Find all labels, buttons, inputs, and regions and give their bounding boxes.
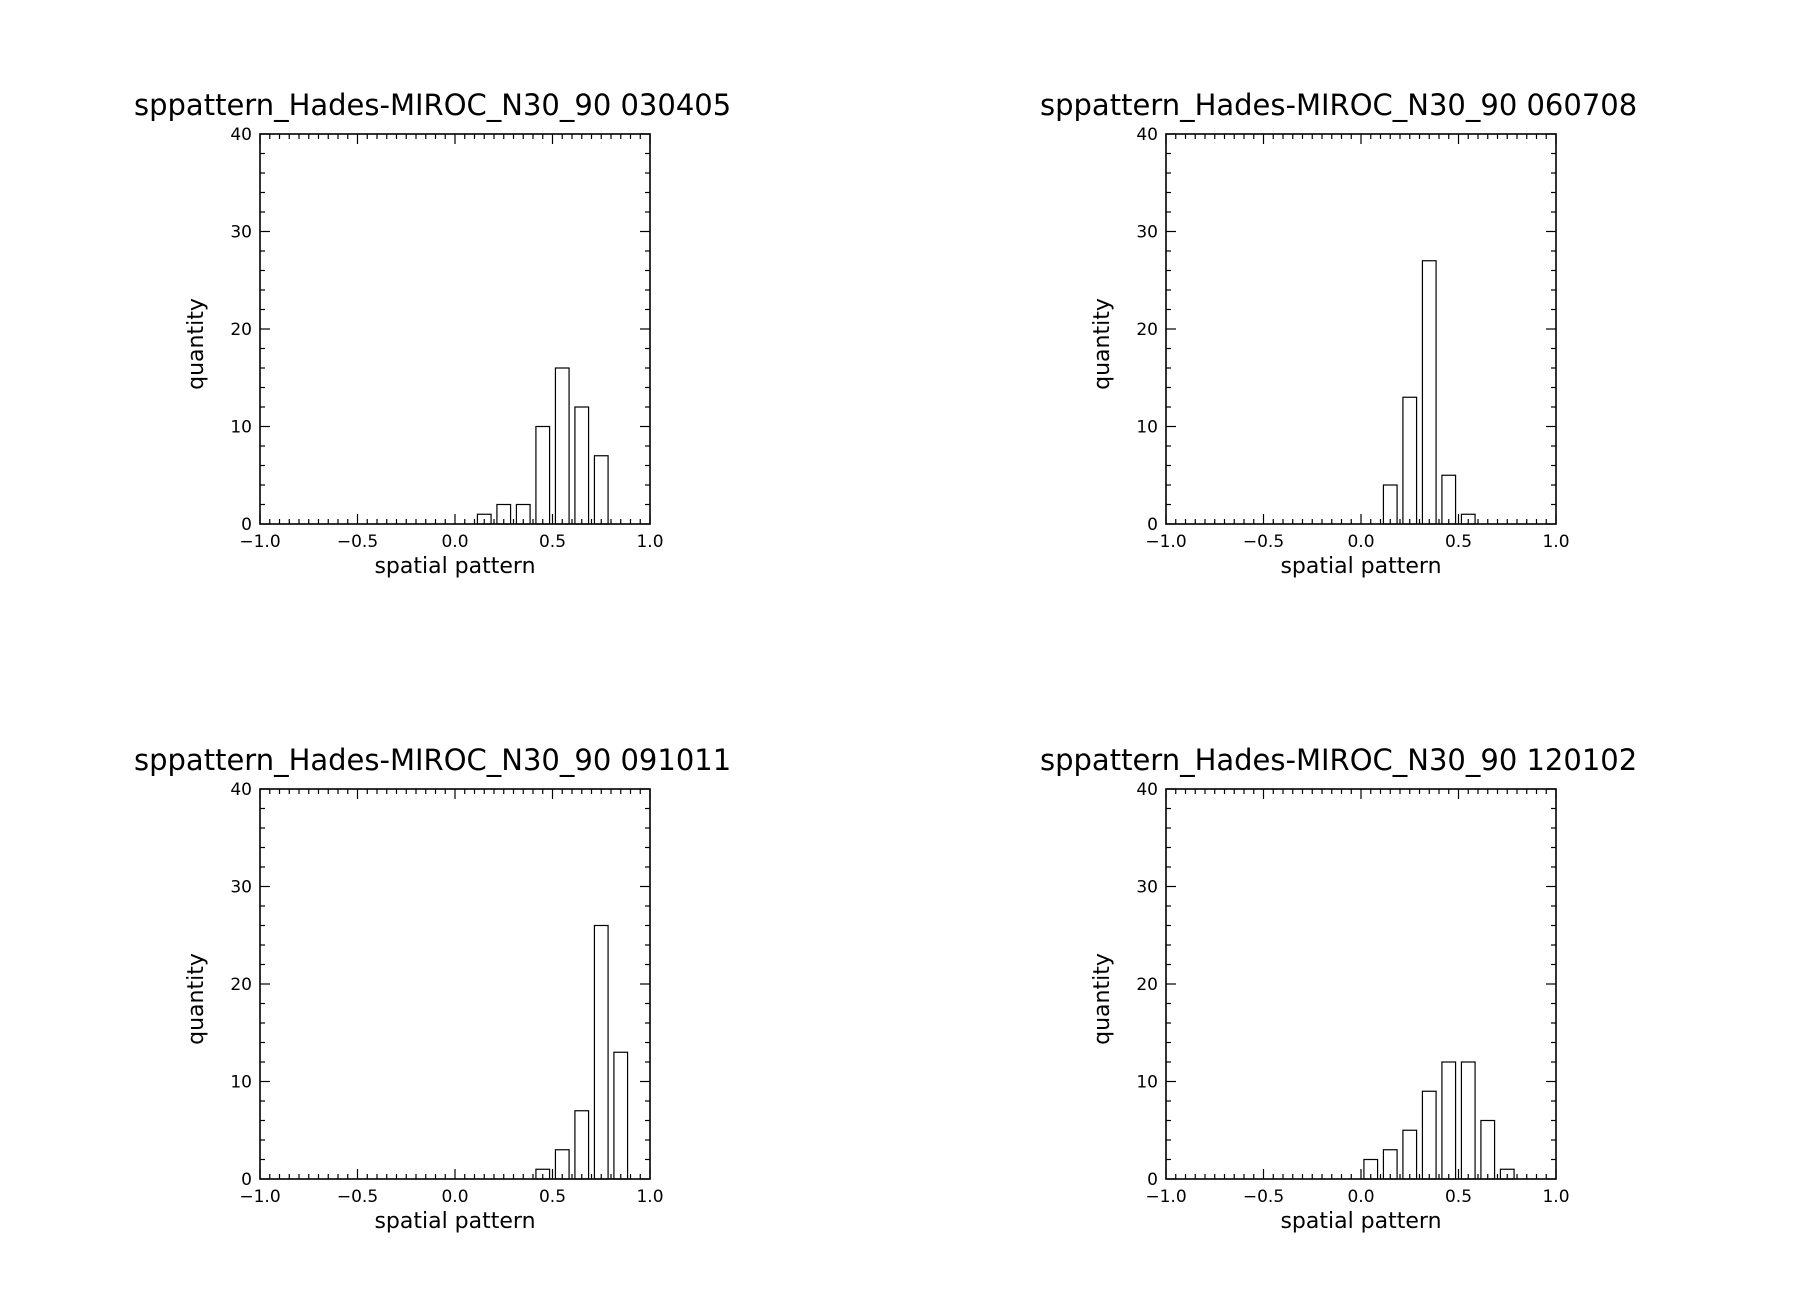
x-tick-label: 1.0 <box>636 532 663 552</box>
histogram-1: sppattern_Hades-MIROC_N30_90 030405 spat… <box>134 88 731 579</box>
x-axis-label: spatial pattern <box>374 554 535 579</box>
x-tick-label: 0.5 <box>1445 1187 1472 1207</box>
x-tick-label: 0.5 <box>539 1187 566 1207</box>
y-tick-label: 40 <box>230 125 252 145</box>
y-tick-label: 30 <box>1136 223 1158 243</box>
x-tick-label: −1.0 <box>1145 1187 1186 1207</box>
y-axis-label: quantity <box>184 953 209 1045</box>
chart-title: sppattern_Hades-MIROC_N30_90 030405 <box>134 88 731 122</box>
bars-group <box>1382 260 1476 525</box>
plot-frame <box>259 788 651 1180</box>
y-tick-label: 0 <box>241 1170 252 1190</box>
y-tick-label: 0 <box>1147 515 1158 535</box>
ticks-group: −1.0 −0.5 0.0 0.5 1.0 0 10 20 30 40 <box>1136 125 1569 552</box>
y-tick-label: 20 <box>1136 975 1158 995</box>
y-axis-label: quantity <box>184 298 209 390</box>
histogram-bar <box>593 924 609 1180</box>
y-tick-label: 20 <box>230 975 252 995</box>
histogram-panel-2: sppattern_Hades-MIROC_N30_90 060708 spat… <box>1036 80 1796 640</box>
histogram-bar <box>613 1051 629 1180</box>
histogram-3: sppattern_Hades-MIROC_N30_90 091011 spat… <box>134 743 731 1234</box>
y-tick-label: 40 <box>1136 125 1158 145</box>
histogram-panel-1: sppattern_Hades-MIROC_N30_90 030405 spat… <box>130 80 890 640</box>
x-tick-label: −0.5 <box>337 532 378 552</box>
histogram-bar <box>1402 1129 1418 1180</box>
histogram-bar <box>1421 1090 1437 1180</box>
histogram-bar <box>1480 1119 1496 1180</box>
y-tick-label: 0 <box>1147 1170 1158 1190</box>
x-tick-label: 0.5 <box>539 532 566 552</box>
y-axis-label: quantity <box>1090 953 1115 1045</box>
y-axis-label: quantity <box>1090 298 1115 390</box>
histogram-bar <box>1402 396 1418 525</box>
plot-frame <box>1165 133 1557 525</box>
y-tick-label: 10 <box>230 1073 252 1093</box>
histogram-bar <box>554 367 570 525</box>
x-tick-label: 1.0 <box>636 1187 663 1207</box>
x-tick-label: −1.0 <box>239 1187 280 1207</box>
histogram-2: sppattern_Hades-MIROC_N30_90 060708 spat… <box>1040 88 1637 579</box>
chart-title: sppattern_Hades-MIROC_N30_90 060708 <box>1040 88 1637 122</box>
y-tick-label: 20 <box>1136 320 1158 340</box>
ticks-group: −1.0 −0.5 0.0 0.5 1.0 0 10 20 30 40 <box>1136 780 1569 1207</box>
histogram-bar <box>1460 1061 1476 1180</box>
histogram-4: sppattern_Hades-MIROC_N30_90 120102 spat… <box>1040 743 1637 1234</box>
y-tick-label: 40 <box>230 780 252 800</box>
y-tick-label: 10 <box>1136 1073 1158 1093</box>
y-tick-label: 30 <box>230 878 252 898</box>
histogram-bar <box>574 1110 590 1180</box>
x-tick-label: −0.5 <box>1243 1187 1284 1207</box>
bars-group <box>1363 1061 1515 1180</box>
histogram-bar <box>1382 484 1398 525</box>
x-tick-label: 0.0 <box>441 1187 468 1207</box>
histogram-panel-4: sppattern_Hades-MIROC_N30_90 120102 spat… <box>1036 735 1796 1295</box>
x-tick-label: 1.0 <box>1542 1187 1569 1207</box>
bars-group <box>535 924 629 1180</box>
histogram-bar <box>1421 260 1437 525</box>
histogram-panel-3: sppattern_Hades-MIROC_N30_90 091011 spat… <box>130 735 890 1295</box>
y-tick-label: 20 <box>230 320 252 340</box>
x-tick-label: −1.0 <box>239 532 280 552</box>
x-tick-label: −0.5 <box>1243 532 1284 552</box>
x-axis-label: spatial pattern <box>1280 1209 1441 1234</box>
y-tick-label: 0 <box>241 515 252 535</box>
x-tick-label: 1.0 <box>1542 532 1569 552</box>
histogram-bar <box>1441 474 1457 525</box>
plot-frame <box>259 133 651 525</box>
x-tick-label: 0.0 <box>1347 1187 1374 1207</box>
y-tick-label: 30 <box>230 223 252 243</box>
x-tick-label: −0.5 <box>337 1187 378 1207</box>
x-axis-label: spatial pattern <box>1280 554 1441 579</box>
bars-group <box>476 367 609 525</box>
chart-title: sppattern_Hades-MIROC_N30_90 091011 <box>134 743 731 777</box>
histogram-bar <box>574 406 590 525</box>
x-tick-label: 0.0 <box>1347 532 1374 552</box>
histogram-bar <box>593 455 609 525</box>
y-tick-label: 10 <box>1136 418 1158 438</box>
histogram-bar <box>1441 1061 1457 1180</box>
plot-frame <box>1165 788 1557 1180</box>
x-tick-label: 0.0 <box>441 532 468 552</box>
x-tick-label: −1.0 <box>1145 532 1186 552</box>
y-tick-label: 10 <box>230 418 252 438</box>
x-tick-label: 0.5 <box>1445 532 1472 552</box>
y-tick-label: 40 <box>1136 780 1158 800</box>
histogram-bar <box>535 425 551 525</box>
x-axis-label: spatial pattern <box>374 1209 535 1234</box>
ticks-group: −1.0 −0.5 0.0 0.5 1.0 0 10 20 30 40 <box>230 780 663 1207</box>
y-tick-label: 30 <box>1136 878 1158 898</box>
chart-title: sppattern_Hades-MIROC_N30_90 120102 <box>1040 743 1637 777</box>
